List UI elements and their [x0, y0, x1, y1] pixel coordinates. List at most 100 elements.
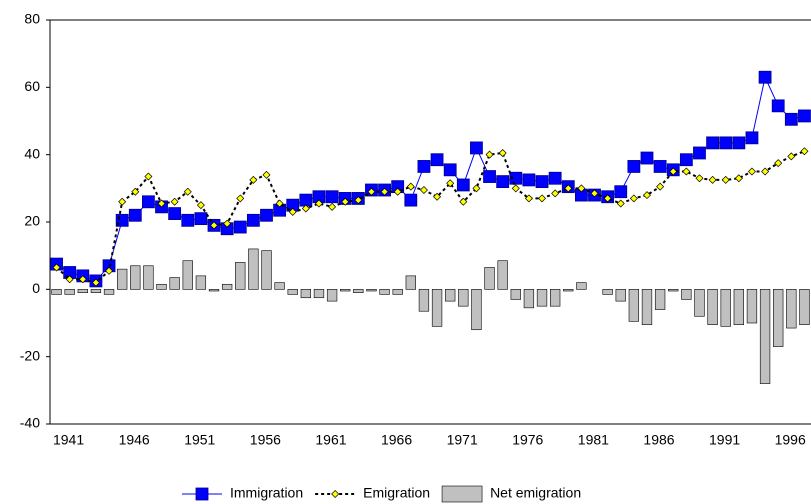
- data-point: [128, 208, 142, 222]
- bar: [221, 283, 233, 290]
- legend-label: Net emigration: [490, 485, 581, 501]
- bar: [340, 289, 351, 292]
- bar: [77, 289, 88, 294]
- bar: [615, 289, 626, 302]
- y-tick-label: 40: [24, 145, 40, 161]
- x-tick-label: 1966: [381, 432, 412, 448]
- x-tick-label: 1971: [447, 432, 478, 448]
- data-point: [695, 174, 704, 183]
- bar: [733, 289, 744, 325]
- data-point: [314, 199, 323, 208]
- data-point: [758, 70, 772, 84]
- data-point: [787, 152, 796, 161]
- y-tick-label: 80: [24, 11, 40, 27]
- data-point: [170, 197, 179, 206]
- data-point: [640, 151, 654, 165]
- legend-label: Emigration: [363, 485, 430, 501]
- data-point: [183, 187, 192, 196]
- x-tick-label: 1996: [775, 432, 806, 448]
- data-point: [223, 219, 232, 228]
- data-point: [236, 194, 245, 203]
- bar: [156, 283, 167, 290]
- data-point: [721, 175, 730, 184]
- data-point: [262, 170, 271, 179]
- data-point: [522, 173, 536, 187]
- bar: [51, 289, 62, 295]
- data-point: [78, 275, 87, 284]
- data-point: [774, 159, 783, 168]
- data-point: [181, 213, 195, 227]
- y-tick-label: 60: [24, 78, 40, 94]
- data-point: [325, 190, 339, 204]
- data-point: [341, 197, 350, 206]
- x-tick-label: 1946: [119, 432, 150, 448]
- data-point: [614, 185, 628, 199]
- data-point: [233, 220, 247, 234]
- data-point: [577, 184, 586, 193]
- data-point: [168, 207, 182, 220]
- y-tick-label: 20: [24, 213, 40, 229]
- data-point: [538, 194, 547, 203]
- bar: [353, 289, 364, 294]
- data-point: [483, 170, 496, 183]
- bar: [563, 289, 574, 292]
- bar: [287, 289, 298, 295]
- x-tick-label: 1951: [184, 432, 215, 448]
- data-point: [406, 182, 415, 191]
- bar: [103, 289, 115, 295]
- bar: [195, 275, 207, 290]
- data-point: [800, 147, 809, 156]
- bar: [235, 262, 246, 290]
- bar: [208, 289, 220, 292]
- series-line: [56, 75, 805, 282]
- data-point: [288, 207, 297, 216]
- data-point: [603, 194, 612, 203]
- data-point: [679, 153, 693, 167]
- bar: [445, 289, 456, 302]
- legend-marker: [195, 487, 209, 501]
- bar: [64, 289, 75, 295]
- bar: [379, 289, 390, 295]
- bar: [90, 289, 102, 294]
- data-point: [708, 175, 717, 184]
- bar: [313, 289, 325, 299]
- x-tick-label: 1976: [512, 432, 543, 448]
- data-point: [669, 167, 678, 176]
- data-point: [446, 179, 455, 188]
- data-point: [656, 182, 665, 191]
- data-point: [459, 197, 468, 206]
- data-point: [91, 278, 100, 287]
- data-point: [328, 202, 337, 211]
- bar: [484, 267, 495, 290]
- data-point: [380, 187, 389, 196]
- data-point: [551, 189, 560, 198]
- x-tick-label: 1956: [250, 432, 281, 448]
- legend-swatch: [441, 485, 483, 503]
- data-point: [260, 208, 273, 222]
- bar: [628, 289, 640, 322]
- bar: [130, 265, 141, 290]
- data-point: [496, 175, 510, 189]
- data-point: [706, 136, 719, 150]
- data-point: [693, 146, 706, 160]
- data-point: [511, 184, 520, 193]
- data-point: [443, 163, 457, 177]
- x-tick-label: 1981: [578, 432, 609, 448]
- bar: [366, 289, 377, 292]
- bar: [602, 289, 613, 295]
- data-point: [118, 197, 127, 206]
- data-point: [784, 112, 798, 126]
- data-point: [393, 187, 402, 196]
- x-tick-label: 1941: [53, 432, 84, 448]
- data-point: [456, 178, 470, 192]
- series-line: [55, 150, 805, 284]
- data-point: [590, 189, 599, 198]
- data-point: [246, 213, 260, 227]
- bar: [274, 282, 285, 290]
- bar: [471, 289, 482, 331]
- data-point: [417, 160, 431, 173]
- data-point: [301, 204, 310, 213]
- data-point: [354, 196, 363, 205]
- bar: [694, 289, 705, 317]
- data-point: [472, 184, 481, 193]
